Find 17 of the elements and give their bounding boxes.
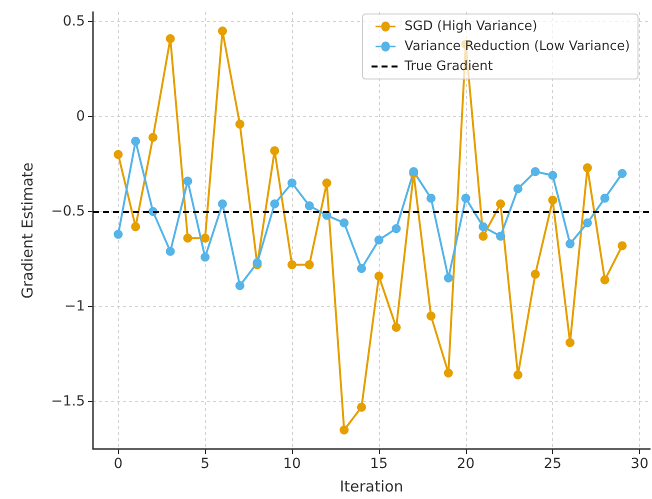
x-tick-label: 30 [630, 456, 648, 472]
y-tick-label: 0.5 [62, 14, 85, 30]
y-tick-label: −0.5 [51, 204, 85, 220]
x-tick-label: 5 [200, 456, 210, 472]
legend-label: Variance Reduction (Low Variance) [404, 39, 630, 54]
x-tick-label: 20 [456, 456, 475, 472]
legend-label: True Gradient [404, 59, 493, 74]
x-tick-label: 10 [283, 456, 301, 472]
x-tick-label: 25 [544, 456, 562, 472]
legend-label: SGD (High Variance) [404, 19, 538, 34]
y-tick-label: 0 [76, 108, 85, 124]
x-axis-title: Iteration [340, 478, 404, 496]
y-tick-label: −1.5 [51, 394, 85, 410]
y-axis-title: Gradient Estimate [18, 162, 36, 299]
x-tick-label: 15 [370, 456, 388, 472]
x-tick-label: 0 [114, 456, 123, 472]
y-tick-label: −1 [64, 298, 85, 314]
